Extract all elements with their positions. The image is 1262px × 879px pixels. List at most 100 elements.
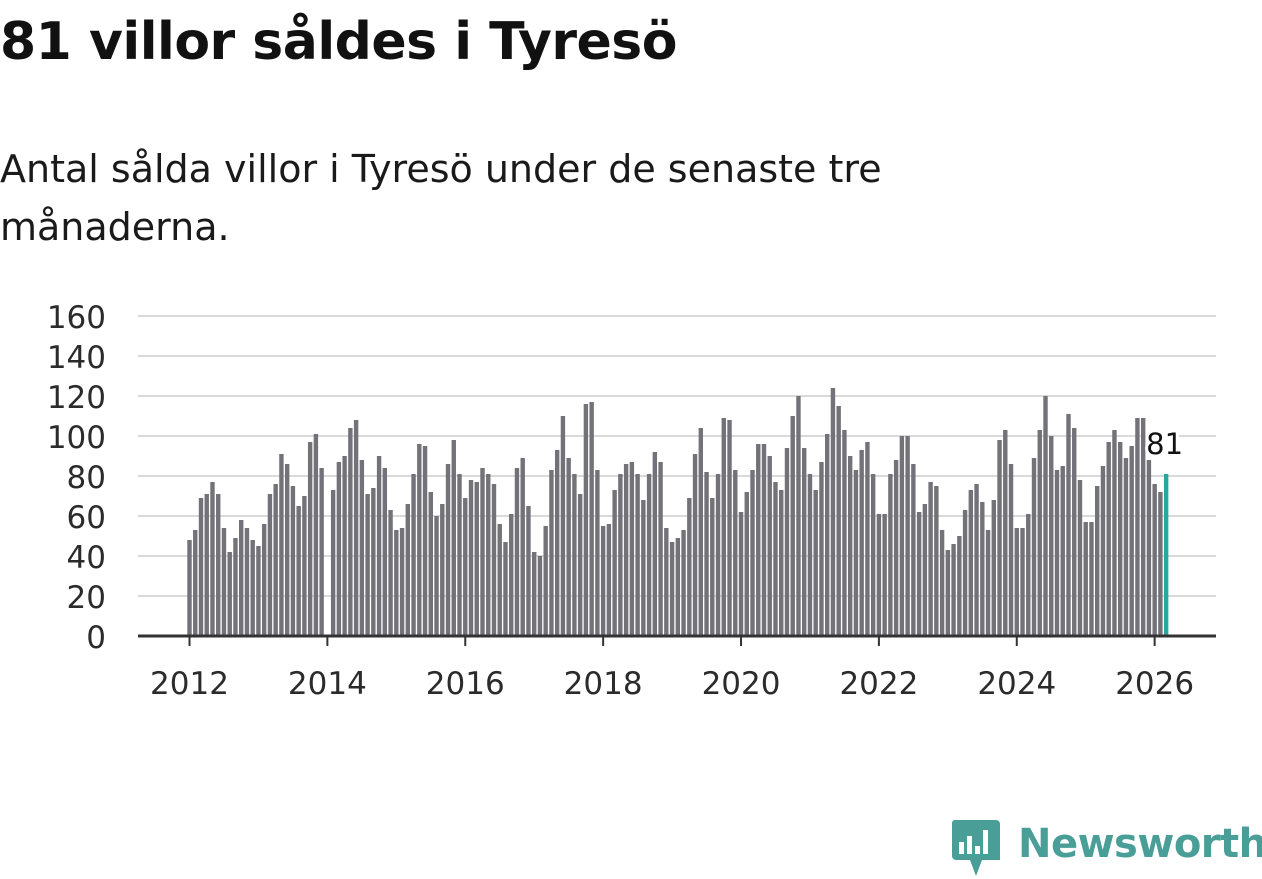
bar [583, 404, 589, 636]
bar [738, 512, 744, 636]
bar [577, 494, 583, 636]
bar [1072, 428, 1077, 636]
bar [859, 450, 864, 636]
bar [434, 516, 439, 636]
bar [204, 494, 209, 636]
bar [451, 440, 456, 636]
bar [526, 506, 531, 636]
bar [629, 462, 635, 636]
newsworthy-wordmark: Newsworthy [1018, 821, 1262, 867]
y-tick-label: 100 [47, 420, 106, 456]
bar [1117, 442, 1123, 636]
bar [210, 482, 215, 636]
bar [916, 512, 922, 636]
bar [1135, 418, 1140, 636]
x-tick-label: 2012 [150, 666, 229, 702]
x-tick-label: 2020 [702, 666, 781, 702]
bar [870, 474, 876, 636]
bar [618, 474, 623, 636]
y-tick-label: 20 [67, 580, 106, 616]
bar [830, 388, 836, 636]
bar [779, 490, 784, 636]
bar [847, 456, 853, 636]
bar [307, 442, 313, 636]
bar [893, 460, 899, 636]
bar [600, 526, 606, 636]
bar [646, 474, 652, 636]
bar [698, 428, 704, 636]
bar [468, 480, 474, 636]
bar [773, 482, 778, 636]
bar [342, 456, 347, 636]
bar [715, 474, 721, 636]
newsworthy-logo[interactable]: Newsworthy [950, 818, 1262, 876]
bar [198, 498, 204, 636]
bar [411, 474, 416, 636]
bar [348, 428, 353, 636]
bar [761, 444, 767, 636]
bar [216, 494, 221, 636]
bar [463, 498, 468, 636]
bar [710, 498, 715, 636]
bar [589, 402, 594, 636]
bar [261, 524, 267, 636]
bar [365, 494, 370, 636]
bar [445, 464, 451, 636]
last-value-annotation: 81 [1143, 424, 1186, 464]
bar [922, 504, 928, 636]
bar [532, 552, 537, 636]
bar [572, 474, 577, 636]
bar [784, 448, 790, 636]
bar-latest [1163, 474, 1169, 636]
bar [296, 506, 301, 636]
bar [371, 488, 376, 636]
bar [290, 486, 296, 636]
bar [193, 530, 198, 636]
bar [664, 528, 669, 636]
bar [554, 450, 560, 636]
bar [1014, 528, 1019, 636]
bar [962, 510, 968, 636]
bar [727, 420, 732, 636]
bar [227, 552, 232, 636]
bar [509, 514, 514, 636]
x-axis-labels: 2012 2014 2016 2018 2020 2022 2024 2026 [150, 666, 1194, 702]
chart-title: 81 villor såldes i Tyresö [0, 12, 677, 72]
newsworthy-icon [951, 820, 1000, 876]
bar [865, 442, 870, 636]
y-tick-label: 80 [67, 460, 106, 496]
bar [399, 528, 405, 636]
bar [497, 524, 502, 636]
bar [1112, 430, 1117, 636]
bar [486, 474, 491, 636]
bar [756, 444, 761, 636]
bar [422, 446, 428, 636]
bar [428, 492, 433, 636]
y-tick-label: 140 [47, 340, 106, 376]
bar [675, 538, 681, 636]
bar [733, 470, 738, 636]
bar [652, 452, 658, 636]
bar [1095, 486, 1100, 636]
bar [543, 526, 548, 636]
chart-subtitle: Antal sålda villor i Tyresö under de sen… [0, 147, 882, 249]
bar [1043, 396, 1048, 636]
bar [457, 474, 462, 636]
bar [928, 482, 933, 636]
bar [612, 490, 617, 636]
x-tick-label: 2014 [288, 666, 367, 702]
bar [658, 462, 663, 636]
bar [221, 528, 227, 636]
y-tick-label: 160 [47, 300, 106, 336]
bar [388, 510, 393, 636]
bar [888, 474, 893, 636]
bar [704, 472, 709, 636]
bar [1037, 430, 1042, 636]
bar [813, 490, 818, 636]
bar [991, 500, 996, 636]
bar [692, 454, 698, 636]
bar [997, 440, 1002, 636]
bar [480, 468, 485, 636]
bar [267, 494, 273, 636]
